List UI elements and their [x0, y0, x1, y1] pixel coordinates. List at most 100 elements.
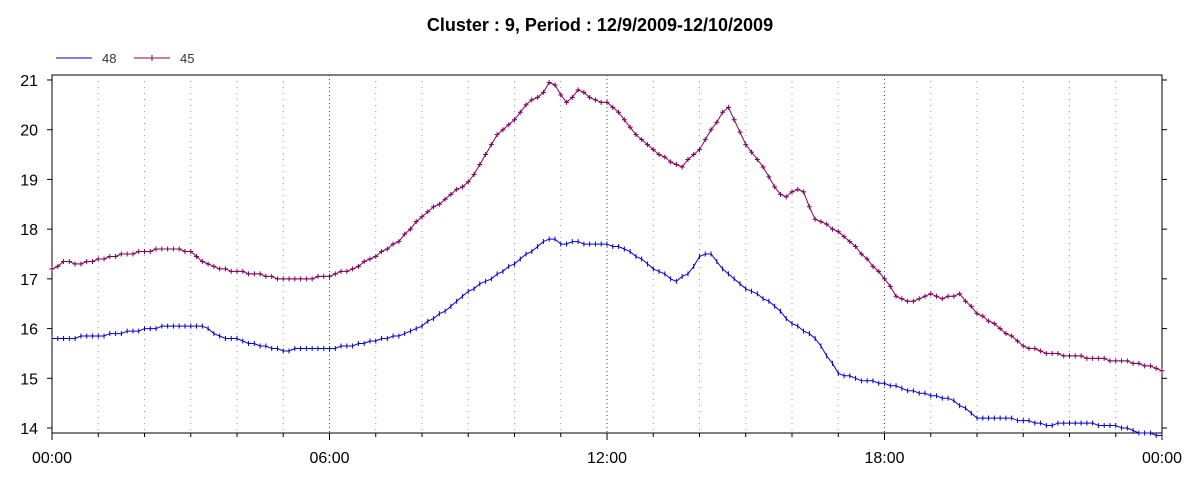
- data-point: [795, 186, 801, 192]
- data-point: [870, 263, 876, 269]
- data-point: [1072, 353, 1078, 359]
- data-point: [384, 246, 390, 252]
- data-point: [974, 311, 980, 317]
- data-point: [1038, 348, 1044, 354]
- data-point: [621, 117, 627, 123]
- data-point: [465, 179, 471, 185]
- data-point: [344, 268, 350, 274]
- data-point: [101, 256, 107, 262]
- data-point: [246, 271, 252, 277]
- legend-item-48: 48: [56, 51, 116, 66]
- data-point: [1067, 353, 1072, 359]
- data-point: [535, 94, 541, 100]
- data-point: [1003, 331, 1009, 337]
- data-point: [662, 154, 668, 160]
- data-point: [454, 186, 460, 192]
- data-point: [142, 249, 147, 255]
- data-point: [939, 296, 945, 302]
- data-point: [575, 87, 581, 93]
- data-point: [899, 296, 905, 302]
- data-point: [835, 229, 841, 235]
- legend-label: 48: [102, 51, 116, 66]
- data-point: [749, 149, 755, 155]
- data-point: [240, 268, 246, 274]
- data-point: [847, 239, 853, 245]
- y-tick-label: 19: [20, 172, 38, 189]
- data-point: [165, 246, 171, 252]
- data-point: [916, 296, 922, 302]
- data-point: [702, 137, 708, 143]
- data-point: [61, 258, 67, 264]
- data-point: [997, 326, 1003, 332]
- data-point: [1124, 358, 1130, 364]
- data-point: [436, 201, 442, 207]
- data-point: [1130, 360, 1136, 366]
- data-point: [772, 184, 778, 190]
- data-point: [153, 246, 159, 252]
- data-point: [332, 271, 338, 277]
- data-point: [118, 251, 124, 257]
- x-tick-label: 00:00: [1142, 450, 1182, 467]
- data-point: [488, 142, 494, 148]
- data-point: [552, 82, 558, 88]
- data-point: [217, 266, 223, 272]
- data-point: [130, 251, 136, 257]
- data-point: [95, 256, 101, 262]
- data-point: [1113, 358, 1119, 364]
- data-point: [887, 283, 893, 289]
- data-point: [714, 119, 720, 125]
- data-point: [841, 234, 847, 240]
- y-tick-label: 16: [20, 322, 38, 339]
- data-point: [274, 276, 280, 282]
- data-point: [228, 268, 234, 274]
- data-point: [569, 94, 575, 100]
- data-point: [257, 271, 263, 277]
- data-point: [379, 249, 385, 255]
- data-point: [483, 152, 489, 158]
- data-point: [1142, 363, 1148, 369]
- data-point: [78, 261, 84, 267]
- y-tick-label: 14: [20, 421, 38, 438]
- data-point: [639, 137, 645, 143]
- data-point: [194, 253, 200, 259]
- data-point: [355, 263, 361, 269]
- data-point: [928, 291, 934, 297]
- data-point: [604, 99, 610, 105]
- data-point: [1084, 355, 1090, 361]
- data-point: [818, 219, 824, 225]
- data-point: [309, 276, 315, 282]
- y-tick-label: 20: [20, 123, 38, 140]
- data-point: [685, 157, 691, 163]
- data-point: [581, 89, 587, 95]
- data-point: [1095, 355, 1101, 361]
- data-point: [673, 162, 679, 167]
- data-point: [124, 251, 130, 257]
- legend-label: 45: [180, 51, 194, 66]
- data-point: [1147, 363, 1153, 369]
- data-point: [1032, 345, 1038, 351]
- data-point: [1101, 355, 1107, 361]
- data-point: [188, 249, 194, 255]
- data-point: [517, 109, 523, 115]
- data-point: [656, 152, 662, 158]
- data-point: [708, 127, 714, 133]
- data-point: [858, 251, 864, 257]
- x-tick-label: 06:00: [309, 450, 349, 467]
- data-point: [407, 226, 413, 232]
- data-point: [1026, 345, 1032, 351]
- data-point: [592, 97, 598, 103]
- data-point: [754, 157, 760, 163]
- data-point: [986, 318, 992, 324]
- data-point: [725, 104, 731, 110]
- x-tick-label: 12:00: [587, 450, 627, 467]
- data-point: [679, 164, 685, 170]
- data-point: [737, 129, 743, 135]
- data-point: [951, 293, 957, 299]
- data-point: [893, 293, 899, 299]
- data-point: [494, 132, 500, 138]
- data-point: [587, 94, 593, 100]
- data-point: [431, 204, 437, 210]
- data-point: [1020, 343, 1026, 349]
- data-point: [321, 273, 327, 279]
- data-point: [315, 273, 321, 279]
